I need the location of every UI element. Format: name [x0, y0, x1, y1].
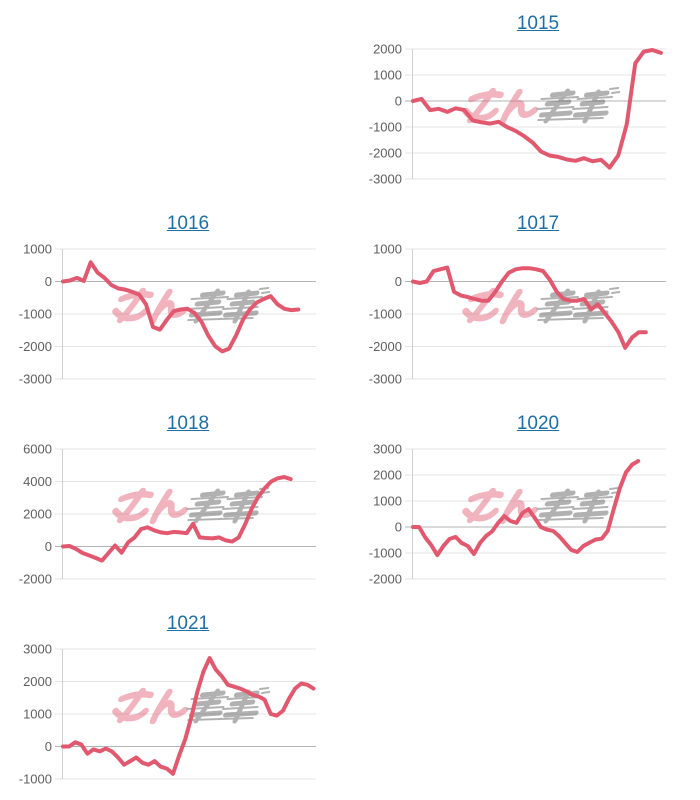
y-axis-labels: 2000 1000 0 -1000 -2000 -3000: [369, 42, 402, 187]
y-axis-tick-label: -2000: [19, 339, 52, 354]
y-axis-tick-label: 2000: [23, 674, 52, 689]
y-axis-tick-label: -1000: [369, 120, 402, 135]
gridlines: [405, 48, 666, 180]
chart-title-link[interactable]: 1017: [516, 213, 560, 234]
chart-1015: 1015 2000 1000 0 -1000 -2000 -3000: [350, 0, 700, 197]
chart-title-link[interactable]: 1018: [166, 413, 210, 434]
chart-cell: 1018 6000 4000 2000 0 -2000: [0, 400, 350, 600]
price-line: [411, 265, 648, 350]
y-axis-tick-label: -3000: [369, 172, 402, 187]
y-axis-tick-label: -3000: [369, 372, 402, 387]
y-axis-tick-label: 2000: [23, 507, 52, 522]
chart-canvas: 3000 2000 1000 0 -1000: [19, 642, 316, 787]
chart-cell: 1020 3000 2000 1000 0 -1000 -2000: [350, 400, 700, 600]
y-axis-tick-label: -1000: [19, 307, 52, 322]
chart-canvas: 3000 2000 1000 0 -1000 -2000: [369, 442, 666, 587]
y-axis-tick-label: 1000: [373, 494, 402, 509]
y-axis-tick-label: 3000: [373, 442, 402, 457]
minkabu-watermark-icon: [462, 287, 621, 325]
y-axis-tick-label: 1000: [373, 242, 402, 257]
price-line: [411, 459, 641, 558]
y-axis-tick-label: 1000: [23, 707, 52, 722]
y-axis-tick-label: 0: [45, 274, 52, 289]
y-axis-tick-label: -1000: [369, 307, 402, 322]
chart-canvas: 1000 0 -1000 -2000 -3000: [369, 242, 666, 387]
y-axis-labels: 3000 2000 1000 0 -1000: [19, 642, 52, 787]
y-axis-tick-label: 0: [395, 274, 402, 289]
y-axis-tick-label: 0: [45, 539, 52, 554]
chart-canvas: 1000 0 -1000 -2000 -3000: [19, 242, 316, 387]
chart-cell: 1015 2000 1000 0 -1000 -2000 -3000: [350, 0, 700, 200]
minkabu-watermark-icon: [462, 487, 621, 525]
chart-1020: 1020 3000 2000 1000 0 -1000 -2000: [350, 400, 700, 597]
y-axis-labels: 3000 2000 1000 0 -1000 -2000: [369, 442, 402, 587]
gridlines: [405, 448, 666, 580]
chart-canvas: 6000 4000 2000 0 -2000: [19, 442, 316, 587]
y-axis-tick-label: 1000: [373, 68, 402, 83]
y-axis-labels: 1000 0 -1000 -2000 -3000: [369, 242, 402, 387]
minkabu-watermark-icon: [462, 87, 621, 125]
y-axis-tick-label: -2000: [19, 572, 52, 587]
empty-cell: [350, 600, 700, 800]
y-axis-tick-label: -2000: [369, 339, 402, 354]
y-axis-tick-label: 0: [395, 94, 402, 109]
chart-1021: 1021 3000 2000 1000 0 -1000: [0, 600, 350, 797]
chart-title-link[interactable]: 1021: [166, 613, 210, 634]
y-axis-tick-label: 1000: [23, 242, 52, 257]
y-axis-tick-label: 2000: [373, 42, 402, 57]
price-line: [61, 260, 301, 354]
y-axis-tick-label: 2000: [373, 468, 402, 483]
y-axis-tick-label: -1000: [369, 546, 402, 561]
y-axis-tick-label: -2000: [369, 572, 402, 587]
y-axis-tick-label: 3000: [23, 642, 52, 657]
minkabu-watermark-icon: [112, 287, 271, 325]
y-axis-tick-label: -2000: [369, 146, 402, 161]
minkabu-watermark-icon: [112, 687, 271, 725]
chart-title-link[interactable]: 1015: [516, 13, 560, 34]
y-axis-tick-label: 6000: [23, 442, 52, 457]
y-axis-tick-label: 0: [395, 520, 402, 535]
price-line: [61, 656, 316, 776]
y-axis-labels: 6000 4000 2000 0 -2000: [19, 442, 52, 587]
y-axis-tick-label: 0: [45, 739, 52, 754]
gridlines: [55, 248, 316, 380]
y-axis-tick-label: -1000: [19, 772, 52, 787]
y-axis-tick-label: 4000: [23, 474, 52, 489]
gridlines: [55, 648, 316, 780]
chart-cell: 1021 3000 2000 1000 0 -1000: [0, 600, 350, 800]
chart-cell: 1017 1000 0 -1000 -2000 -3000: [350, 200, 700, 400]
chart-1018: 1018 6000 4000 2000 0 -2000: [0, 400, 350, 597]
y-axis-labels: 1000 0 -1000 -2000 -3000: [19, 242, 52, 387]
price-line: [411, 48, 663, 170]
chart-title-link[interactable]: 1020: [516, 413, 560, 434]
chart-canvas: 2000 1000 0 -1000 -2000 -3000: [369, 42, 666, 187]
empty-cell: [0, 0, 350, 200]
chart-title-link[interactable]: 1016: [166, 213, 210, 234]
chart-cell: 1016 1000 0 -1000 -2000 -3000: [0, 200, 350, 400]
y-axis-tick-label: -3000: [19, 372, 52, 387]
chart-1017: 1017 1000 0 -1000 -2000 -3000: [350, 200, 700, 397]
chart-1016: 1016 1000 0 -1000 -2000 -3000: [0, 200, 350, 397]
price-line: [61, 475, 293, 563]
